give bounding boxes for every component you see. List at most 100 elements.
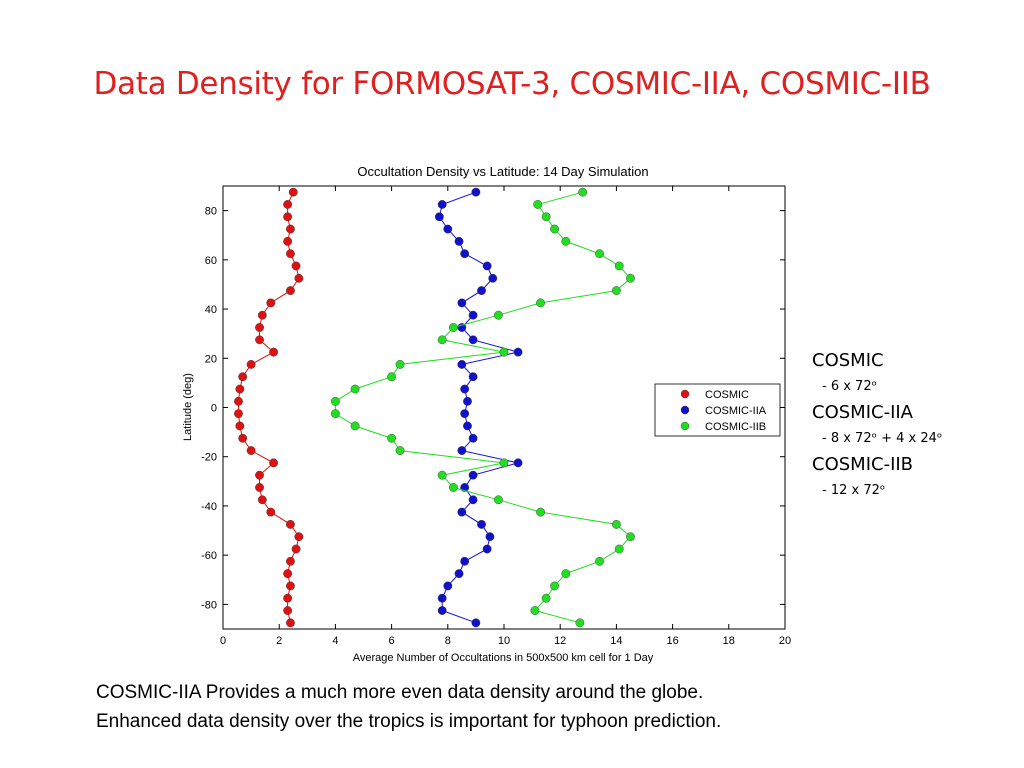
data-point-cosmic-iib xyxy=(578,187,588,197)
data-point-cosmic-iib xyxy=(395,360,405,369)
series-cosmic xyxy=(234,187,304,628)
data-point-cosmic-iia xyxy=(513,458,523,468)
data-point-cosmic xyxy=(286,286,295,295)
data-point-cosmic xyxy=(255,323,264,332)
data-point-cosmic-iib xyxy=(387,433,397,443)
data-point-cosmic xyxy=(257,310,267,320)
data-point-cosmic-iia xyxy=(468,470,478,480)
data-point-cosmic-iia xyxy=(454,236,464,246)
note-cosmic-iia-heading: COSMIC-IIA xyxy=(812,402,913,423)
data-point-cosmic xyxy=(286,556,295,566)
note-cosmic-heading: COSMIC xyxy=(812,350,884,371)
x-tick-label: 8 xyxy=(445,635,451,647)
data-point-cosmic-iia xyxy=(468,433,478,443)
data-point-cosmic-iib xyxy=(530,606,540,615)
data-point-cosmic xyxy=(234,396,243,406)
data-point-cosmic xyxy=(246,360,256,369)
data-point-cosmic-iia xyxy=(482,261,492,271)
data-point-cosmic xyxy=(286,520,295,529)
x-tick-label: 14 xyxy=(610,635,622,647)
data-point-cosmic-iia xyxy=(437,200,447,209)
y-tick-label: 60 xyxy=(205,255,217,267)
data-point-cosmic-iia xyxy=(482,544,492,554)
y-tick-label: -80 xyxy=(201,599,217,611)
series-layer xyxy=(234,187,635,628)
data-point-cosmic-iib xyxy=(561,569,571,579)
data-point-cosmic-iib xyxy=(536,298,545,308)
y-tick-label: 80 xyxy=(205,206,217,218)
data-point-cosmic-iia xyxy=(463,421,472,431)
data-point-cosmic-iib xyxy=(541,212,551,222)
data-point-cosmic xyxy=(294,273,304,283)
data-point-cosmic-iia xyxy=(443,224,453,234)
data-point-cosmic-iib xyxy=(437,335,447,345)
data-point-cosmic-iib xyxy=(626,532,635,542)
data-point-cosmic-iib xyxy=(387,372,397,382)
occultation-density-chart: Occultation Density vs Latitude: 14 Day … xyxy=(160,150,810,670)
data-point-cosmic-iib xyxy=(561,236,571,246)
chart-title: Occultation Density vs Latitude: 14 Day … xyxy=(357,164,648,179)
data-point-cosmic-iib xyxy=(350,384,360,394)
y-axis-ticks: -80 -60 -40 -20 0 20 40 60 80 xyxy=(201,206,785,611)
y-tick-label: 0 xyxy=(211,403,217,415)
x-tick-label: 0 xyxy=(220,635,226,647)
data-point-cosmic-iib xyxy=(614,261,624,271)
data-point-cosmic xyxy=(246,446,256,455)
x-tick-label: 16 xyxy=(666,635,678,647)
data-point-cosmic xyxy=(269,458,278,468)
data-point-cosmic-iia xyxy=(477,286,486,295)
data-point-cosmic-iib xyxy=(350,421,360,431)
caption-line-1: COSMIC-IIA Provides a much more even dat… xyxy=(96,682,704,703)
data-point-cosmic xyxy=(286,224,295,234)
data-point-cosmic-iia xyxy=(485,532,495,542)
data-point-cosmic-iib xyxy=(533,200,543,209)
data-point-cosmic-iib xyxy=(449,323,458,332)
data-point-cosmic-iia xyxy=(457,507,467,517)
legend-box xyxy=(654,383,781,437)
data-point-cosmic xyxy=(235,384,245,394)
data-point-cosmic-iia xyxy=(434,212,444,222)
data-point-cosmic-iib xyxy=(550,224,559,234)
data-point-cosmic-iia xyxy=(460,556,470,566)
x-tick-label: 18 xyxy=(723,635,735,647)
data-point-cosmic-iib xyxy=(493,495,503,505)
data-point-cosmic-iib xyxy=(449,483,458,492)
x-tick-label: 4 xyxy=(332,635,338,647)
slide-title: Data Density for FORMOSAT-3, COSMIC-IIA,… xyxy=(93,66,931,102)
data-point-cosmic-iia xyxy=(468,335,478,345)
data-point-cosmic xyxy=(255,470,264,480)
legend-marker-cosmic-iib xyxy=(680,421,690,431)
data-point-cosmic-iia xyxy=(460,384,470,394)
data-point-cosmic-iia xyxy=(468,310,478,320)
data-point-cosmic xyxy=(291,544,301,554)
data-point-cosmic-iia xyxy=(460,409,470,419)
x-tick-label: 20 xyxy=(779,635,791,647)
data-point-cosmic-iia xyxy=(471,187,481,197)
caption-line-2: Enhanced data density over the tropics i… xyxy=(96,711,722,732)
note-cosmic-iib-heading: COSMIC-IIB xyxy=(812,454,914,475)
data-point-cosmic xyxy=(283,606,293,615)
data-point-cosmic-iia xyxy=(488,273,498,283)
note-cosmic-config: - 6 x 72ᵒ xyxy=(822,379,877,394)
caption: COSMIC-IIA Provides a much more even dat… xyxy=(96,678,996,736)
data-point-cosmic-iia xyxy=(460,249,470,259)
data-point-cosmic xyxy=(286,249,295,259)
data-point-cosmic xyxy=(238,433,248,443)
data-point-cosmic-iib xyxy=(595,249,604,259)
data-point-cosmic-iia xyxy=(457,298,467,308)
data-point-cosmic-iib xyxy=(626,273,635,283)
x-tick-label: 6 xyxy=(389,635,395,647)
data-point-cosmic-iib xyxy=(330,409,340,419)
data-point-cosmic-iib xyxy=(437,470,447,480)
data-point-cosmic-iib xyxy=(493,310,503,320)
data-point-cosmic xyxy=(238,372,248,382)
data-point-cosmic-iib xyxy=(550,581,559,591)
y-tick-label: 20 xyxy=(205,353,217,365)
data-point-cosmic-iib xyxy=(541,593,551,603)
note-cosmic-iia-config: - 8 x 72ᵒ + 4 x 24ᵒ xyxy=(822,431,943,446)
data-point-cosmic-iib xyxy=(595,556,604,566)
data-point-cosmic xyxy=(266,298,276,308)
x-axis-ticks: 0 2 4 6 8 10 12 14 16 18 20 xyxy=(220,186,791,647)
data-point-cosmic-iia xyxy=(468,372,478,382)
data-point-cosmic-iia xyxy=(471,618,481,628)
